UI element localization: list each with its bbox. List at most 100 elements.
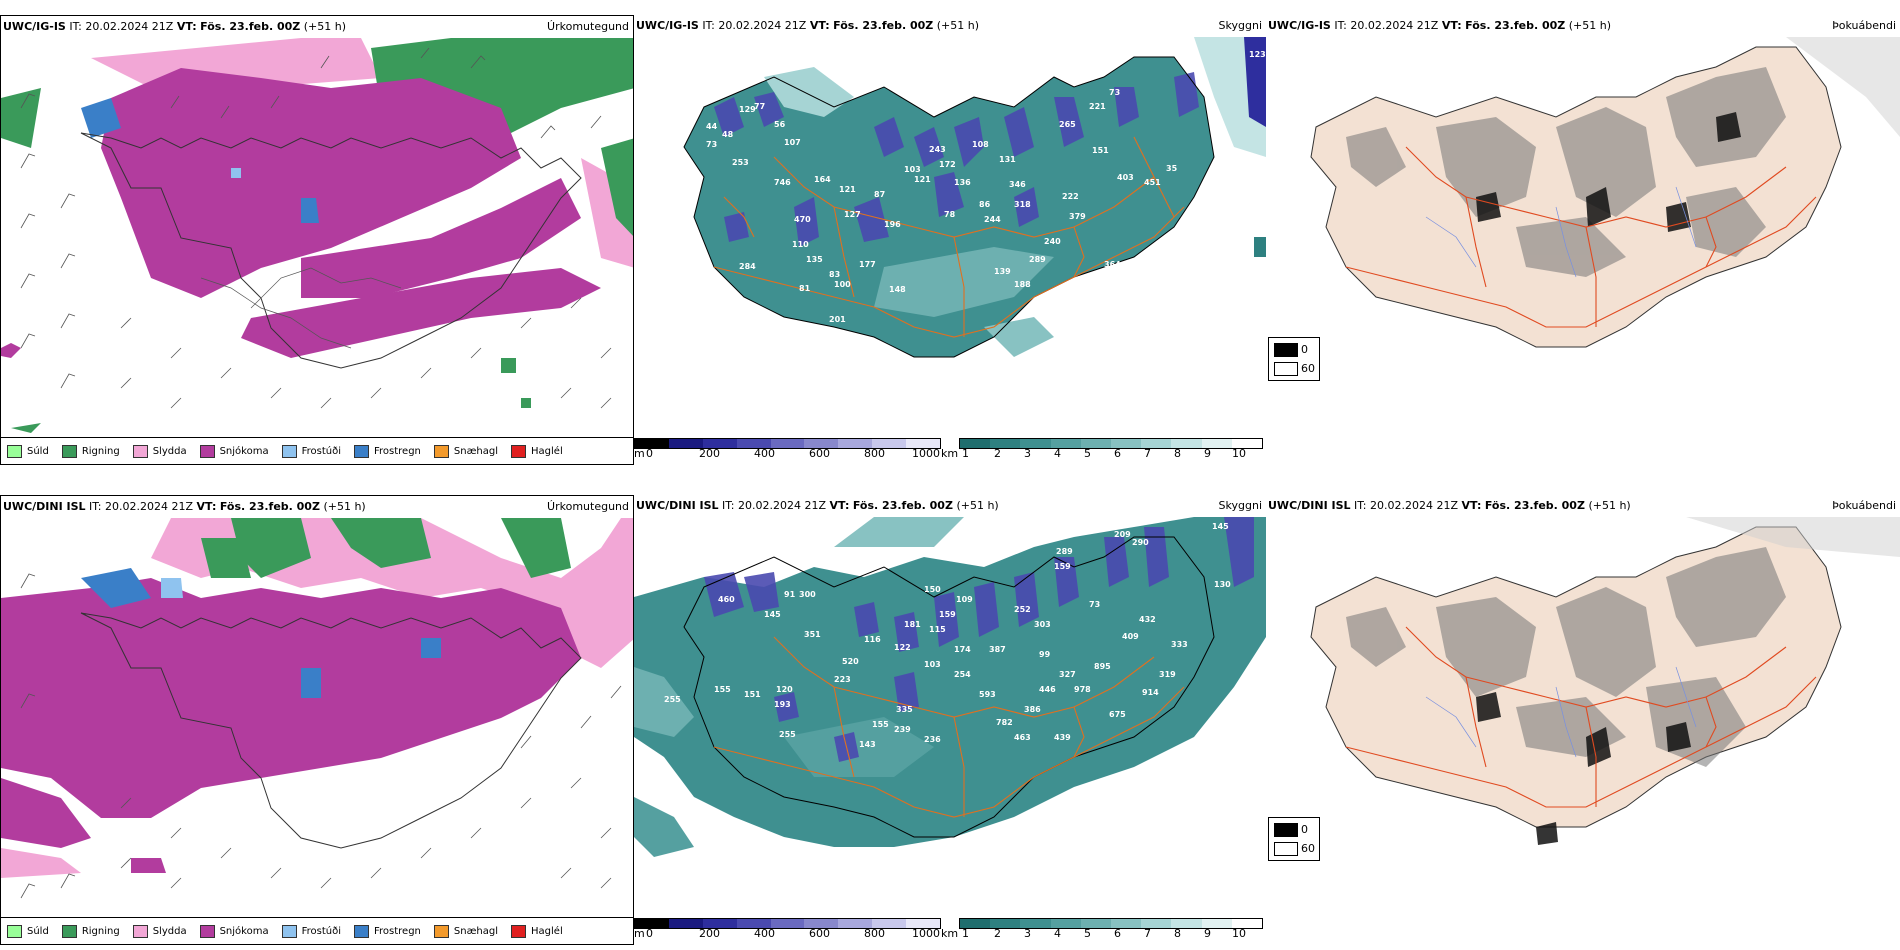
- vis-label: 110: [792, 240, 809, 249]
- vis-label: 103: [904, 165, 921, 174]
- vis-label: 451: [1144, 178, 1161, 187]
- vis-label: 244: [984, 215, 1001, 224]
- vis-label: 914: [1142, 688, 1159, 697]
- vis-label: 73: [1089, 600, 1100, 609]
- vis-label: 121: [914, 175, 931, 184]
- visibility-tick: 1: [962, 447, 969, 460]
- legend-item: Frostregn: [354, 444, 421, 458]
- panel-name: Úrkomutegund: [547, 20, 629, 33]
- vis-label: 463: [1014, 733, 1031, 742]
- vis-label: 265: [1059, 120, 1076, 129]
- vis-label: 300: [799, 590, 816, 599]
- legend-item: Snjókoma: [199, 444, 269, 458]
- vis-label: 115: [929, 625, 946, 634]
- vis-label: 107: [784, 138, 801, 147]
- vis-label: 159: [1054, 562, 1071, 571]
- legend-item: Snæhagl: [433, 444, 498, 458]
- vis-label: 252: [1014, 605, 1031, 614]
- panel-name: Úrkomutegund: [547, 500, 629, 513]
- fog-tick: 60: [1301, 362, 1315, 375]
- fog-map: [1310, 517, 1900, 845]
- visibility-tick: 9: [1204, 447, 1211, 460]
- vis-label: 56: [759, 565, 771, 574]
- vis-label: 387: [989, 645, 1006, 654]
- visibility-tick: 7: [1144, 447, 1151, 460]
- vis-label: 520: [842, 657, 859, 666]
- vis-label: 470: [794, 215, 811, 224]
- vis-label: 145: [764, 610, 781, 619]
- vis-label: 81: [799, 284, 811, 293]
- vis-label: 895: [1094, 662, 1111, 671]
- legend-swatch: [61, 444, 77, 458]
- legend-swatch: [433, 924, 449, 938]
- vis-label: 122: [894, 643, 911, 652]
- precip-map: [1, 38, 633, 438]
- visibility-panel-top: UWC/IG-IS IT: 20.02.2024 21Z VT: Fös. 23…: [634, 15, 1266, 465]
- vis-label: 100: [834, 280, 851, 289]
- panel-title: UWC/DINI ISL IT: 20.02.2024 21Z VT: Fös.…: [636, 499, 999, 512]
- vis-label: 319: [1159, 670, 1176, 679]
- vis-label: 121: [839, 185, 856, 194]
- elevation-tick: 600: [809, 927, 830, 940]
- visibility-unit: km: [941, 927, 959, 940]
- vis-label: 253: [732, 158, 749, 167]
- visibility-tick: 2: [994, 447, 1001, 460]
- fog-legend: 0 60: [1268, 817, 1320, 861]
- vis-label: 148: [889, 285, 906, 294]
- visibility-unit: km: [941, 447, 959, 460]
- vis-label: 386: [1024, 705, 1041, 714]
- elevation-tick: 800: [864, 447, 885, 460]
- elevation-tick: 1000: [912, 447, 940, 460]
- vis-label: 135: [806, 255, 823, 264]
- vis-label: 48: [722, 130, 734, 139]
- precip-map: [1, 518, 633, 918]
- fog-tick: 0: [1301, 343, 1308, 356]
- vis-label: 91: [784, 590, 796, 599]
- visibility-tick: 5: [1084, 927, 1091, 940]
- precip-type-panel-bottom: UWC/DINI ISL IT: 20.02.2024 21Z VT: Fös.…: [0, 495, 634, 945]
- vis-label: 78: [944, 210, 956, 219]
- vis-label: 56: [774, 120, 786, 129]
- vis-label: 174: [954, 645, 971, 654]
- visibility-tick: 7: [1144, 927, 1151, 940]
- panel-name: Skyggni: [1218, 499, 1262, 512]
- panel-title: UWC/DINI ISL IT: 20.02.2024 21Z VT: Fös.…: [3, 500, 366, 513]
- legend-item: Snjókoma: [199, 924, 269, 938]
- elevation-tick: 0: [646, 927, 653, 940]
- fog-swatch: [1274, 343, 1298, 357]
- vis-label: 139: [994, 267, 1011, 276]
- legend-swatch: [61, 924, 77, 938]
- legend-item: Rigning: [61, 924, 120, 938]
- legend-item: Snæhagl: [433, 924, 498, 938]
- legend-item: Frostúði: [281, 924, 341, 938]
- visibility-tick: 6: [1114, 447, 1121, 460]
- vis-label: 240: [1044, 237, 1061, 246]
- vis-label: 327: [1059, 670, 1076, 679]
- legend-swatch: [281, 444, 297, 458]
- vis-label: 103: [924, 660, 941, 669]
- vis-label: 35: [1166, 164, 1178, 173]
- vis-label: 289: [1056, 547, 1073, 556]
- legend-swatch: [199, 444, 215, 458]
- vis-label: 201: [829, 315, 846, 324]
- vis-label: 177: [859, 260, 876, 269]
- vis-label: 129: [739, 105, 756, 114]
- visibility-tick: 10: [1232, 447, 1246, 460]
- precip-legend: Súld Rigning Slydda Snjókoma Frostúði Fr…: [1, 437, 633, 464]
- vis-label: 782: [996, 718, 1013, 727]
- panel-name: Þokuábendi: [1832, 19, 1896, 32]
- panel-title: UWC/IG-IS IT: 20.02.2024 21Z VT: Fös. 23…: [636, 19, 980, 32]
- vis-label: 143: [859, 740, 876, 749]
- vis-label: 172: [939, 160, 956, 169]
- vis-label: 108: [972, 140, 989, 149]
- vis-label: 290: [1132, 538, 1149, 547]
- legend-swatch: [511, 924, 527, 938]
- vis-label: 116: [864, 635, 881, 644]
- vis-label: 123: [1249, 50, 1266, 59]
- legend-swatch: [354, 924, 369, 938]
- vis-label: 150: [924, 585, 941, 594]
- vis-label: 593: [979, 690, 996, 699]
- vis-label: 130: [1214, 580, 1231, 589]
- legend-item: Súld: [7, 444, 49, 458]
- vis-label: 409: [1122, 632, 1139, 641]
